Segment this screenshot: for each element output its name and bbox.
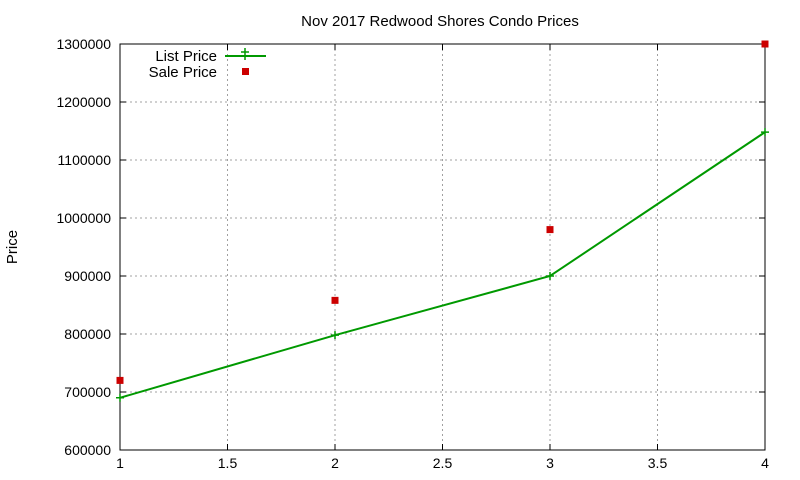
legend-label-list-price: List Price <box>155 48 217 65</box>
legend: List Price Sale Price <box>149 48 266 81</box>
x-tick-label: 4 <box>761 455 769 471</box>
sale-price-point <box>116 376 124 384</box>
axes: 6000007000008000009000001000000110000012… <box>56 36 769 471</box>
y-tick-label: 1100000 <box>58 152 112 168</box>
sale-price-point <box>546 226 554 234</box>
x-tick-label: 1.5 <box>218 455 238 471</box>
x-tick-label: 1 <box>116 455 124 471</box>
y-tick-label: 1300000 <box>56 36 111 52</box>
plot-frame <box>119 43 766 451</box>
legend-marker-list-price <box>241 48 249 60</box>
series-line-list-price <box>119 131 766 399</box>
legend-label-sale-price: Sale Price <box>149 64 217 81</box>
y-axis-title: Price <box>4 230 21 264</box>
x-tick-label: 2.5 <box>433 455 453 471</box>
list-price-point <box>331 331 339 340</box>
y-tick-label: 900000 <box>64 268 111 284</box>
x-tick-label: 3.5 <box>648 455 668 471</box>
legend-swatch-sale-price <box>242 68 249 75</box>
y-tick-label: 600000 <box>64 442 111 458</box>
x-tick-label: 3 <box>546 455 554 471</box>
y-tick-label: 1200000 <box>56 94 111 110</box>
list-price-point <box>116 393 124 402</box>
y-tick-label: 1000000 <box>56 210 111 226</box>
plot-area <box>116 40 769 402</box>
grid <box>120 44 765 450</box>
chart-title: Nov 2017 Redwood Shores Condo Prices <box>301 13 579 30</box>
sale-price-point <box>761 40 769 48</box>
sale-price-point <box>331 296 339 304</box>
y-tick-label: 700000 <box>64 384 111 400</box>
list-price-point <box>546 272 554 280</box>
y-tick-label: 800000 <box>64 326 111 342</box>
list-price-point <box>761 128 769 137</box>
x-tick-label: 2 <box>331 455 339 471</box>
